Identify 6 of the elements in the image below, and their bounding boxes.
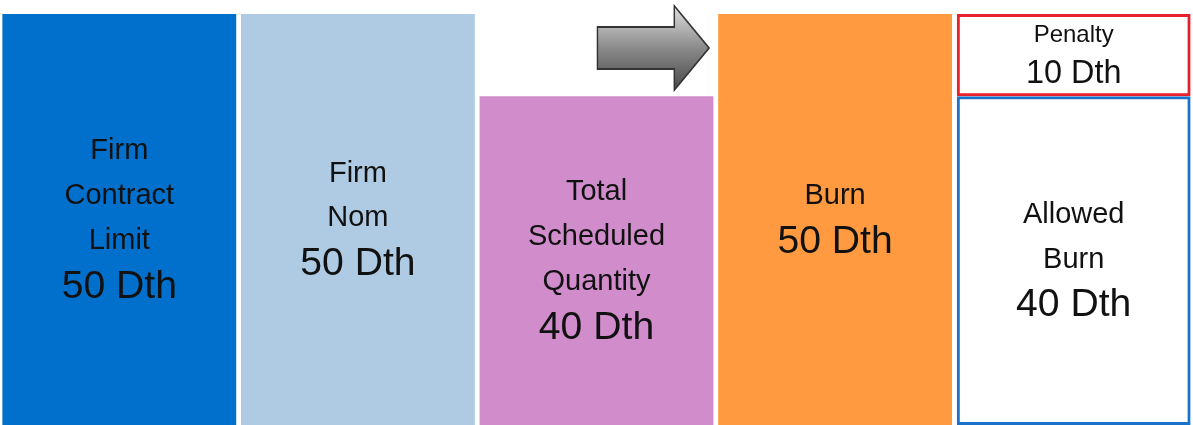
data-label: Firm Contract Limit 50 Dth — [61, 133, 177, 306]
data-label: Total Scheduled Quantity 40 Dth — [527, 174, 666, 347]
data-label: Burn 50 Dth — [777, 178, 893, 261]
data-label: Penalty 10 Dth — [1025, 20, 1122, 90]
data-label: Firm Nom 50 Dth — [300, 155, 416, 284]
data-label: Allowed Burn 40 Dth — [1016, 196, 1132, 325]
